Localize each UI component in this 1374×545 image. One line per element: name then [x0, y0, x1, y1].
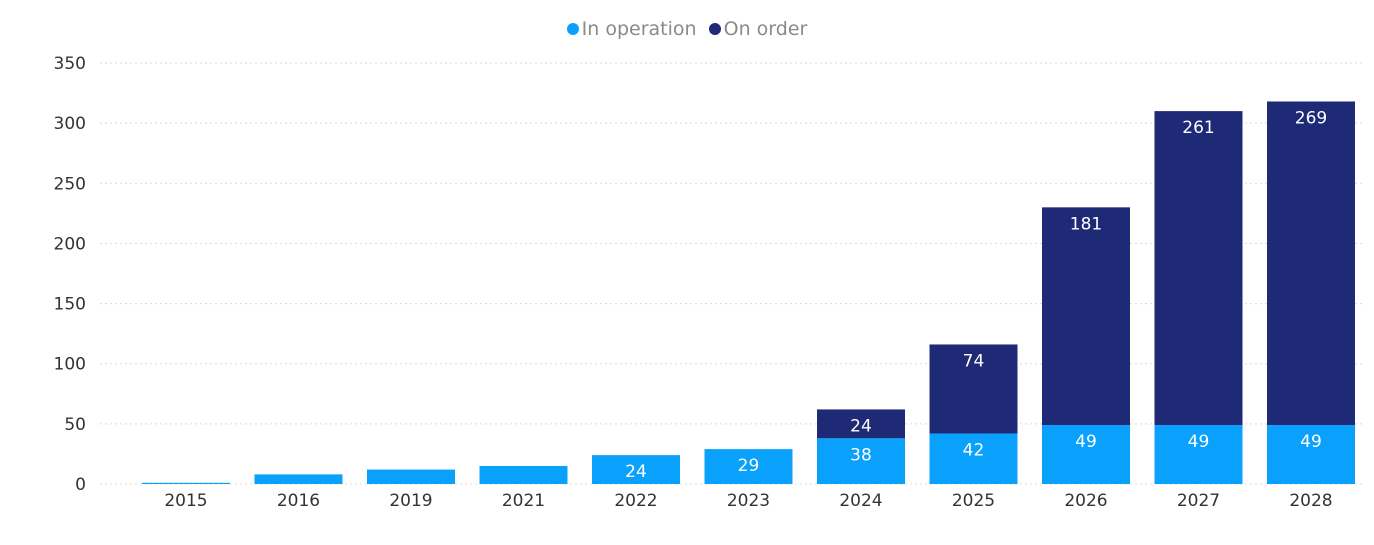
x-tick-label-2023: 2023 [727, 491, 770, 511]
legend-item-in-operation[interactable]: In operation [566, 18, 697, 40]
data-label-on-order-2028: 269 [1295, 108, 1327, 128]
data-label-in-operation-2028: 49 [1300, 432, 1322, 452]
bar-in-operation-2027 [1154, 425, 1243, 484]
x-tick-label-2024: 2024 [839, 491, 882, 511]
y-tick-label-250: 250 [54, 174, 86, 194]
legend-label-in-operation: In operation [581, 18, 697, 40]
legend-marker-in-operation [566, 23, 579, 35]
bar-on-order-2024 [817, 409, 905, 439]
y-tick-label-0: 0 [75, 475, 86, 495]
bar-in-operation-2021 [479, 465, 568, 484]
data-label-on-order-2024: 24 [850, 416, 872, 436]
bar-in-operation-2022 [592, 455, 680, 484]
x-tick-label-2016: 2016 [277, 491, 320, 511]
bar-in-operation-2019 [367, 469, 455, 484]
x-tick-label-2021: 2021 [502, 491, 545, 511]
y-tick-label-50: 50 [64, 415, 86, 435]
x-tick-label-2028: 2028 [1289, 491, 1332, 511]
data-label-in-operation-2024: 38 [850, 445, 872, 465]
y-tick-label-100: 100 [54, 355, 86, 375]
data-label-on-order-2026: 181 [1070, 214, 1102, 234]
data-label-on-order-2025: 74 [963, 351, 985, 371]
x-tick-label-2026: 2026 [1064, 491, 1107, 511]
bar-in-operation-2026 [1042, 425, 1130, 484]
bar-on-order-2026 [1042, 207, 1130, 426]
chart-legend: In operation On order [0, 18, 1374, 40]
y-tick-label-350: 350 [54, 54, 86, 74]
data-label-in-operation-2026: 49 [1075, 432, 1097, 452]
bar-in-operation-2025 [929, 433, 1018, 484]
x-tick-label-2019: 2019 [389, 491, 432, 511]
bar-in-operation-2028 [1267, 425, 1355, 484]
data-label-on-order-2027: 261 [1182, 118, 1214, 138]
bar-on-order-2028 [1267, 101, 1355, 426]
legend-item-on-order[interactable]: On order [708, 18, 808, 40]
bar-in-operation-2024 [817, 438, 905, 484]
x-tick-label-2022: 2022 [614, 491, 657, 511]
x-tick-label-2025: 2025 [952, 491, 995, 511]
x-tick-label-2027: 2027 [1177, 491, 1220, 511]
bar-on-order-2027 [1154, 111, 1243, 426]
legend-marker-on-order [708, 23, 721, 35]
data-label-in-operation-2022: 24 [625, 462, 647, 482]
bar-on-order-2025 [929, 344, 1018, 434]
legend-label-on-order: On order [723, 18, 808, 40]
y-tick-label-200: 200 [54, 234, 86, 254]
bar-in-operation-2015 [142, 482, 230, 484]
data-label-in-operation-2027: 49 [1188, 432, 1210, 452]
y-tick-label-300: 300 [54, 114, 86, 134]
bar-in-operation-2023 [704, 449, 793, 484]
bar-in-operation-2016 [254, 474, 343, 484]
x-tick-label-2015: 2015 [164, 491, 207, 511]
data-label-in-operation-2025: 42 [963, 440, 985, 460]
y-tick-label-150: 150 [54, 295, 86, 315]
data-label-in-operation-2023: 29 [738, 456, 760, 476]
